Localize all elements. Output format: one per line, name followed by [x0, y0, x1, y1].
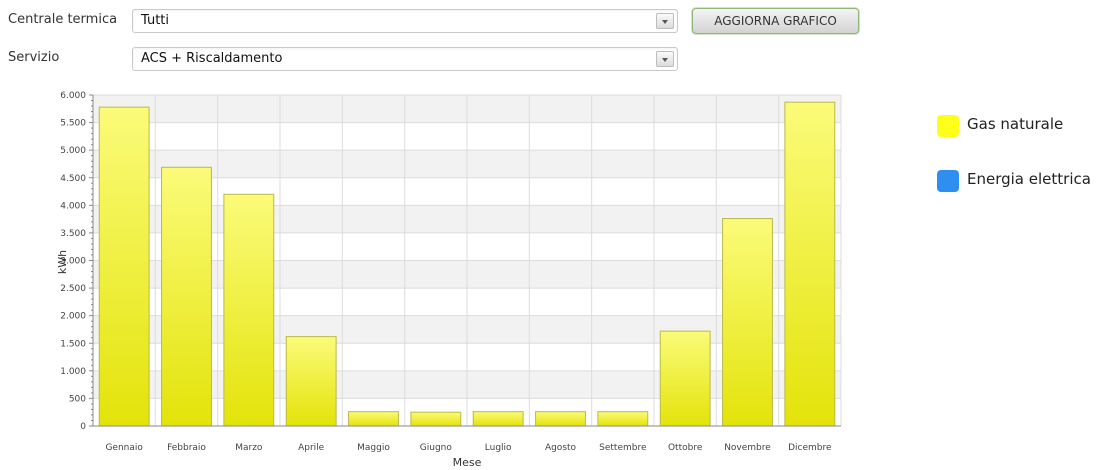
bar-febbraio	[161, 166, 212, 427]
y-tick-label: 1.500	[60, 339, 86, 349]
x-tick-label: Febbraio	[167, 443, 206, 453]
y-tick-label: 3.500	[60, 229, 86, 239]
bar-marzo	[223, 193, 275, 427]
chevron-down-icon[interactable]	[656, 13, 674, 29]
bar-giugno	[410, 411, 462, 427]
chevron-down-icon[interactable]	[656, 51, 674, 67]
y-tick-label: 0	[80, 422, 86, 432]
legend-label-electric: Energia elettrica	[967, 170, 1091, 188]
x-tick-label: Aprile	[298, 443, 325, 453]
y-axis-label: kWh	[56, 250, 69, 274]
chart-bars	[98, 101, 836, 427]
x-tick-label: Novembre	[724, 443, 771, 453]
x-axis-label: Mese	[453, 456, 482, 469]
bar-aprile	[285, 336, 337, 427]
y-tick-label: 1.000	[60, 367, 86, 377]
bar-ottobre	[659, 330, 711, 427]
bar-agosto	[535, 411, 586, 427]
x-tick-label: Ottobre	[668, 443, 703, 453]
x-tick-label: Maggio	[357, 443, 390, 453]
y-tick-label: 6.000	[60, 91, 86, 101]
centrale-label: Centrale termica	[8, 12, 118, 27]
servizio-select-value: ACS + Riscaldamento	[141, 51, 283, 66]
chart-axes	[89, 94, 841, 427]
y-tick-label: 3.000	[60, 257, 86, 267]
update-chart-button[interactable]: AGGIORNA GRAFICO	[692, 8, 859, 34]
x-tick-label: Marzo	[235, 443, 263, 453]
legend-label-gas: Gas naturale	[967, 115, 1064, 133]
bar-luglio	[472, 411, 524, 427]
centrale-select-value: Tutti	[141, 13, 170, 28]
y-tick-label: 4.500	[60, 174, 86, 184]
x-tick-label: Gennaio	[105, 443, 143, 453]
x-tick-label: Luglio	[485, 443, 512, 453]
x-tick-label: Giugno	[420, 443, 453, 453]
x-tick-labels: Gennaio Febbraio Marzo Aprile Maggio Giugno Lu…	[105, 443, 832, 453]
y-tick-label: 5.500	[60, 119, 86, 129]
y-tick-label: 2.500	[60, 284, 86, 294]
bar-dicembre	[784, 101, 836, 427]
bar-gennaio	[98, 106, 150, 427]
x-tick-label: Dicembre	[788, 443, 832, 453]
bar-maggio	[348, 411, 399, 427]
bar-novembre	[722, 218, 773, 427]
servizio-label: Servizio	[8, 50, 60, 65]
x-tick-label: Agosto	[545, 443, 577, 453]
centrale-select[interactable]: Tutti	[132, 9, 678, 33]
servizio-select[interactable]: ACS + Riscaldamento	[132, 47, 678, 71]
y-tick-label: 5.000	[60, 146, 86, 156]
legend-swatch-gas	[937, 115, 959, 137]
y-tick-label: 2.000	[60, 312, 86, 322]
y-tick-label: 4.000	[60, 201, 86, 211]
y-tick-labels: 0 500 1.000 1.500 2.000 2.500 3.000 3.500 4.000 4…	[60, 91, 86, 432]
x-tick-label: Settembre	[599, 443, 647, 453]
y-tick-label: 500	[69, 394, 86, 404]
energy-chart: 0 500 1.000 1.500 2.000 2.500 3.000 3.500 4.000 4…	[56, 91, 842, 469]
bar-settembre	[597, 411, 649, 427]
legend-swatch-electric	[937, 170, 959, 192]
